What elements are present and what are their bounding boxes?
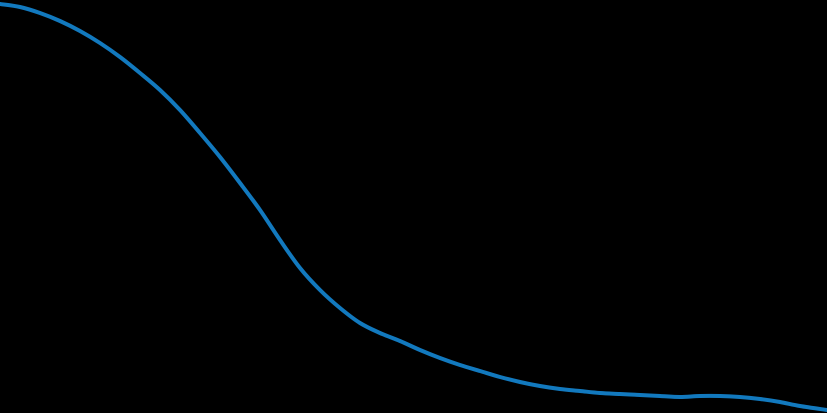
line-chart-svg (0, 0, 827, 413)
decay-curve-line (0, 2, 827, 412)
chart-canvas (0, 0, 827, 413)
series-group (0, 2, 827, 412)
